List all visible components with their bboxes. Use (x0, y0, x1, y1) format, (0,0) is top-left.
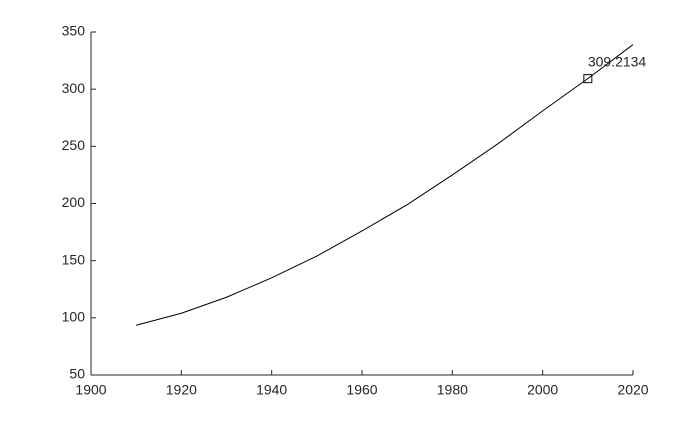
y-tick-label: 50 (69, 366, 85, 382)
x-tick-label: 1900 (75, 382, 106, 398)
line (136, 44, 634, 326)
y-tick-label: 250 (62, 137, 86, 153)
y-tick-label: 350 (62, 23, 86, 39)
marker (583, 74, 593, 84)
y-tick-label: 100 (62, 309, 86, 325)
y-tick-label: 300 (62, 80, 86, 96)
x-tick-label: 2020 (617, 382, 648, 398)
y-tick-label: 200 (62, 194, 86, 210)
x-tick-label: 1920 (166, 382, 197, 398)
x-tick-label: 1960 (346, 382, 377, 398)
x-tick-label: 1940 (256, 382, 287, 398)
y-tick-label: 150 (62, 251, 86, 267)
x-tick-label: 2000 (527, 382, 558, 398)
x-tick-label: 1980 (437, 382, 468, 398)
value-label: 309.2134 (588, 53, 647, 69)
